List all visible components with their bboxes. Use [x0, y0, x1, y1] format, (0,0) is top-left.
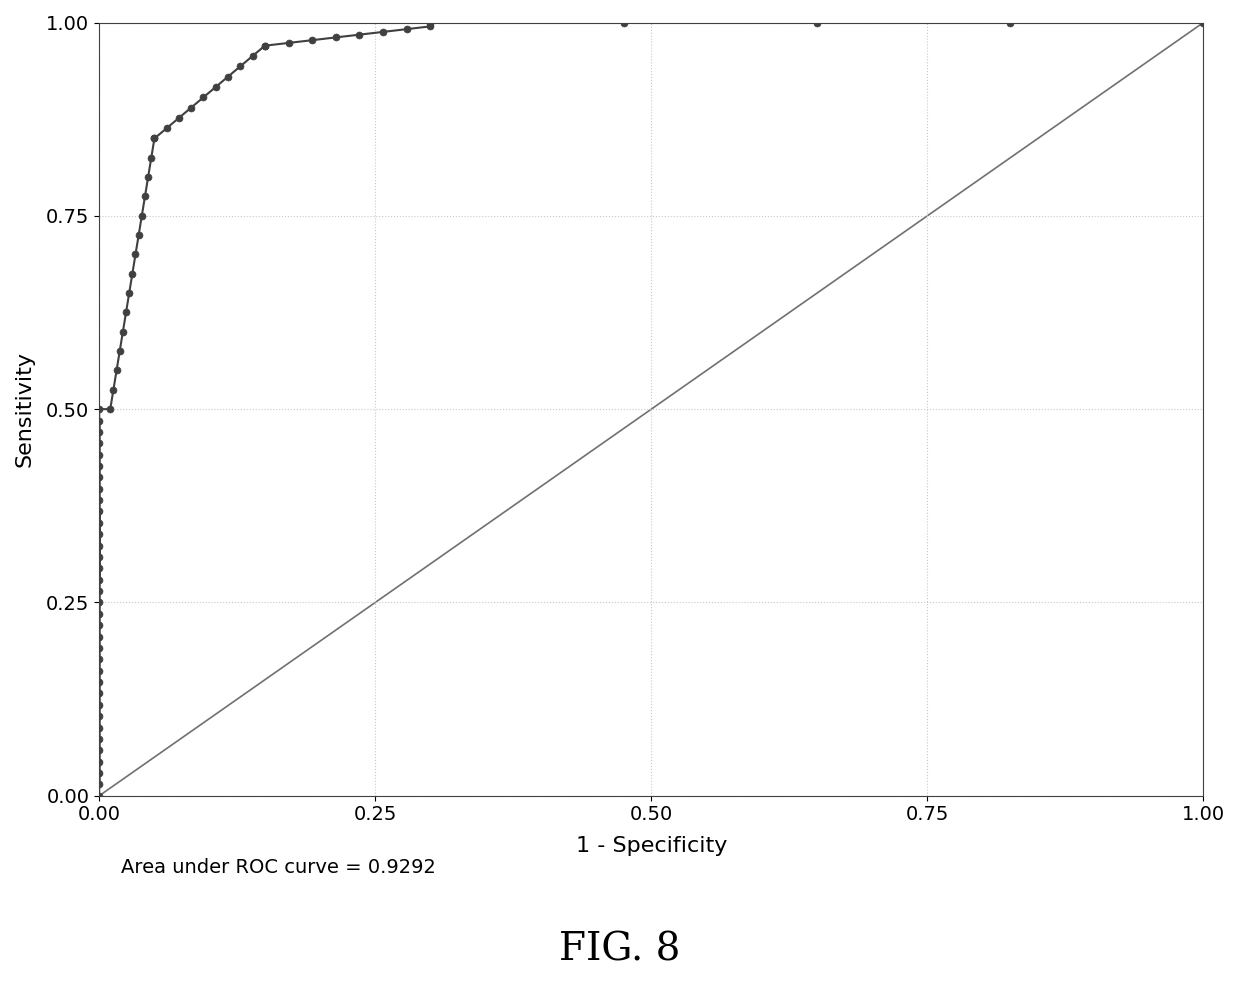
Y-axis label: Sensitivity: Sensitivity: [15, 351, 35, 467]
Text: Area under ROC curve = 0.9292: Area under ROC curve = 0.9292: [122, 858, 436, 877]
X-axis label: 1 - Specificity: 1 - Specificity: [575, 836, 727, 855]
Text: FIG. 8: FIG. 8: [559, 932, 681, 969]
